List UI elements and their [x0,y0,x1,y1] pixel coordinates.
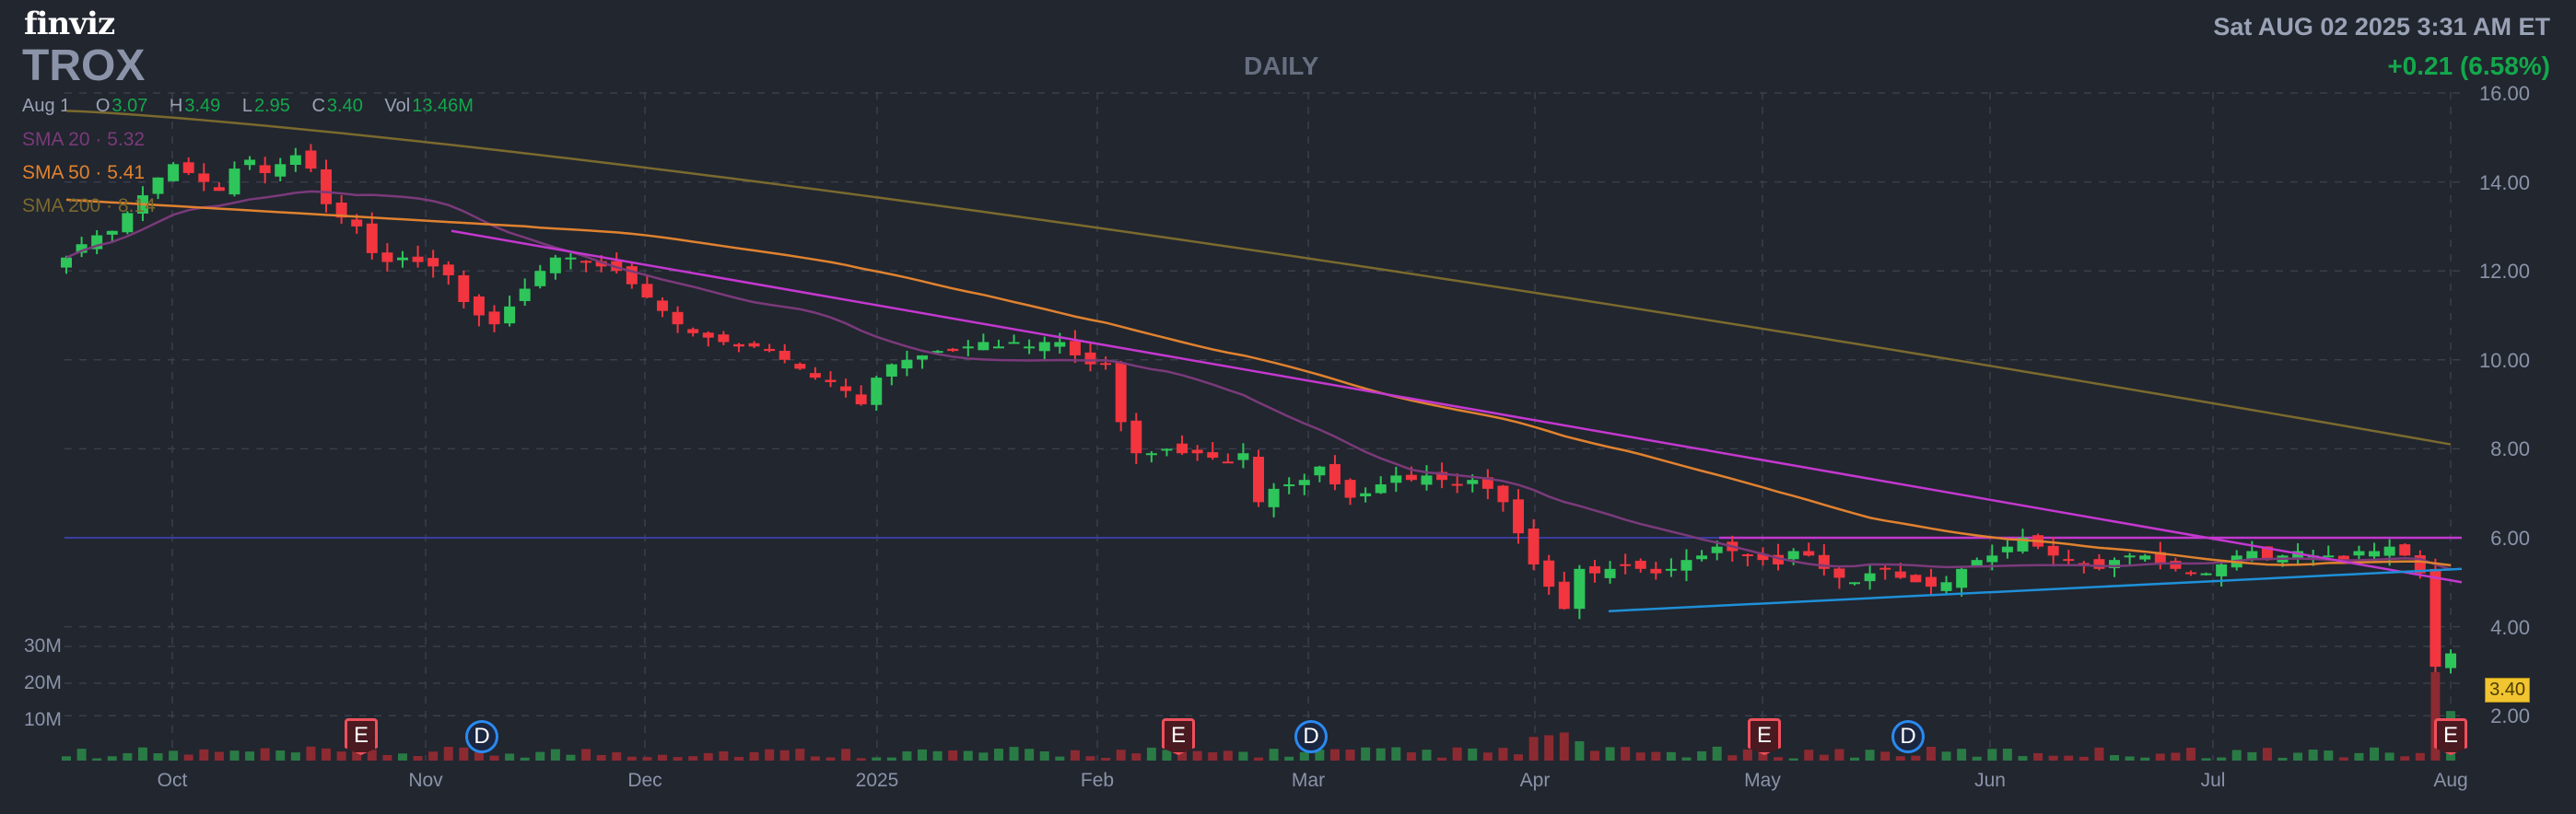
dividend-marker-icon[interactable]: D [1891,720,1925,753]
date-tick: Jul [2200,770,2226,791]
date-tick: Jun [1974,770,2006,791]
open-value: 3.07 [111,96,148,116]
sma20-legend[interactable]: SMA 20 · 5.32 [22,129,146,150]
open-label: O [95,96,111,116]
finviz-logo[interactable]: finviz [24,6,115,42]
ohlc-date: Aug 1 [22,96,71,116]
datetime-label: Sat AUG 02 2025 3:31 AM ET [2213,13,2550,41]
price-tick: 8.00 [2490,437,2530,461]
price-tick: 2.00 [2490,704,2530,728]
low-value: 2.95 [253,96,290,116]
close-label: C [311,96,325,116]
dividend-marker-icon[interactable]: D [465,720,498,753]
earnings-marker-icon[interactable]: E [345,718,378,755]
ticker-symbol: TROX [22,41,146,90]
date-tick: Mar [1291,770,1326,791]
date-tick: Oct [157,770,188,791]
sma50-legend[interactable]: SMA 50 · 5.41 [22,162,146,183]
date-tick: Feb [1080,770,1115,791]
low-label: L [241,96,252,116]
date-tick: 2025 [855,770,899,791]
price-tick: 16.00 [2478,82,2530,105]
date-tick: Nov [408,770,443,791]
earnings-marker-icon[interactable]: E [1748,718,1781,755]
volume-tick: 20M [24,672,62,693]
close-value: 3.40 [326,96,363,116]
last-price-tag: 3.40 [2485,678,2530,703]
date-tick: May [1744,770,1781,791]
price-tick: 6.00 [2490,527,2530,550]
volume-label: Vol [384,96,411,116]
price-tick: 4.00 [2490,615,2530,639]
price-tick: 14.00 [2478,170,2530,194]
volume-tick: 30M [24,635,62,657]
sma200-legend[interactable]: SMA 200 · 8.14 [22,195,156,216]
earnings-marker-icon[interactable]: E [1162,718,1195,755]
date-tick: Aug [2433,770,2468,791]
volume-value: 13.46M [412,96,474,116]
price-tick: 10.00 [2478,348,2530,372]
high-value: 3.49 [184,96,221,116]
date-tick: Apr [1519,770,1551,791]
date-tick: Dec [627,770,662,791]
earnings-marker-icon[interactable]: E [2434,718,2467,755]
price-tick: 12.00 [2478,260,2530,284]
ohlc-legend: Aug 1 O 3.07 H 3.49 L 2.95 C 3.40 Vol 13.46M [22,96,490,117]
price-change: +0.21 (6.58%) [2387,52,2550,80]
dividend-marker-icon[interactable]: D [1294,720,1328,753]
volume-tick: 10M [24,709,62,730]
timeframe-label: DAILY [1244,52,1319,80]
